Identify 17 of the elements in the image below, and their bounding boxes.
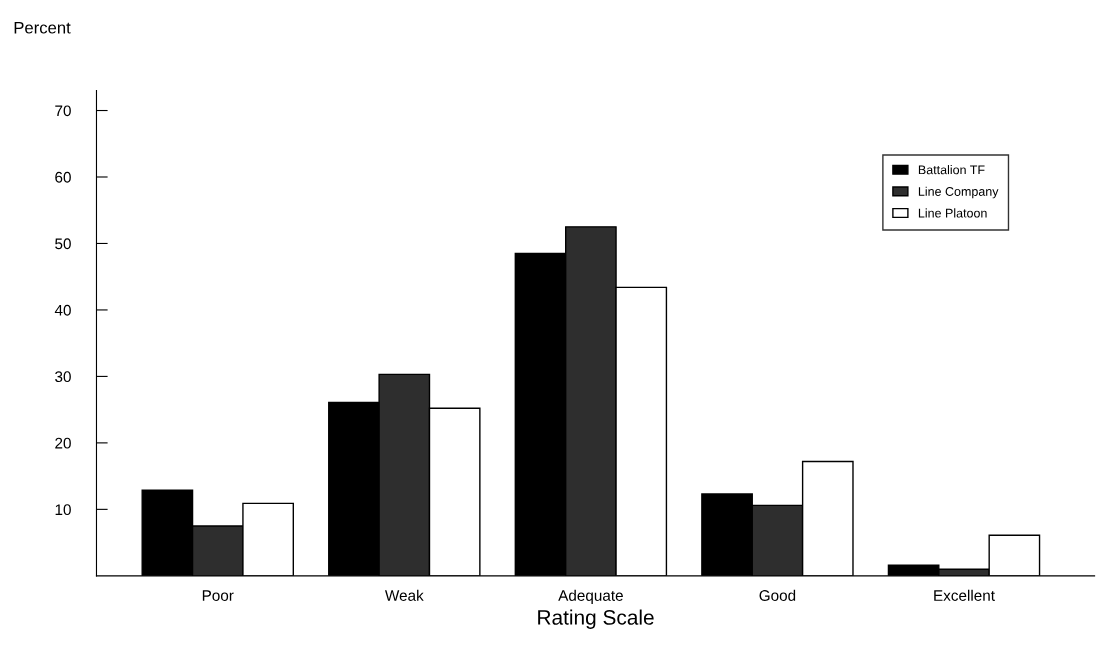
y-tick-label: 50 xyxy=(55,238,71,250)
x-axis-title: Rating Scale xyxy=(538,609,654,629)
legend-label: Line Company xyxy=(918,186,999,199)
x-tick-label: Excellent xyxy=(934,589,995,601)
x-tick-label: Poor xyxy=(202,590,234,601)
y-tick-label: 20 xyxy=(55,437,71,449)
y-tick-label: 40 xyxy=(54,304,71,316)
legend-label: Battalion TF xyxy=(918,165,985,175)
x-tick-label: Weak xyxy=(384,589,424,601)
y-tick-label: 30 xyxy=(55,371,71,383)
x-tick-label: Good xyxy=(759,589,796,601)
y-tick-label: 70 xyxy=(55,105,71,117)
y-axis-title: Percent xyxy=(14,21,71,34)
y-tick-label: 60 xyxy=(55,171,71,183)
legend-label: Line Platoon xyxy=(918,208,987,218)
y-tick-label: 10 xyxy=(55,504,71,516)
x-tick-label: Adequate xyxy=(558,589,623,604)
